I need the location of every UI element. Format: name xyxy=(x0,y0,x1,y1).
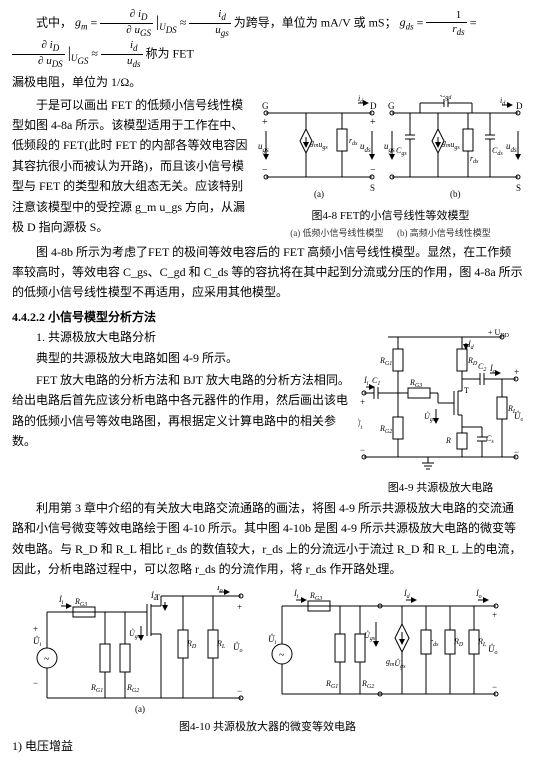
svg-text:D: D xyxy=(370,101,377,111)
eq-pre: 式中， xyxy=(36,15,72,29)
paragraph-2: 图 4-8b 所示为考虑了FET 的极间等效电容后的 FET 高频小信号线性模型… xyxy=(12,242,523,303)
svg-text:RG1: RG1 xyxy=(379,356,392,367)
svg-text:Ůgs: Ůgs xyxy=(129,628,141,640)
svg-text:RG2: RG2 xyxy=(379,424,392,435)
svg-text:İi: İi xyxy=(363,376,369,387)
svg-text:RG2: RG2 xyxy=(361,679,374,690)
svg-text:~: ~ xyxy=(44,654,50,665)
fig-4-9-caption: 图4-9 共源极放大电路 xyxy=(358,479,523,498)
eq-after1: 为跨导，单位为 mA/V 或 mS； xyxy=(234,15,397,29)
svg-text:Ůgs: Ůgs xyxy=(364,630,376,642)
svg-text:Cgs: Cgs xyxy=(396,146,407,157)
svg-text:(a): (a) xyxy=(135,704,145,714)
fig-4-8-sub-a: (a) 低频小信号线性模型 xyxy=(290,228,383,238)
paragraph-4: 利用第 3 章中介绍的有关放大电路交流通路的画法，将图 4-9 所示共源极放大电… xyxy=(12,498,523,580)
svg-text:R: R xyxy=(445,436,451,445)
svg-text:−: − xyxy=(514,447,519,457)
section-4422-title: 4.4.2.2 小信号模型分析方法 xyxy=(12,307,523,327)
svg-text:Ůgs: Ůgs xyxy=(424,411,436,423)
svg-text:Ůo: Ůo xyxy=(233,642,243,654)
eq-after2: 称为 FET xyxy=(146,46,194,60)
figure-4-9: + UDD RG1 RD C2 RL Ůo + − İo İd xyxy=(358,327,523,498)
fig-4-8-caption: 图4-8 FET的小信号线性等效模型 xyxy=(258,207,523,226)
svg-text:+: + xyxy=(514,367,519,377)
svg-text:İd: İd xyxy=(467,340,475,351)
svg-text:Ůi: Ůi xyxy=(268,634,277,646)
svg-text:Ůi: Ůi xyxy=(358,419,363,431)
svg-text:+: + xyxy=(370,117,376,128)
svg-text:İi: İi xyxy=(293,589,299,600)
svg-text:RL: RL xyxy=(216,639,226,650)
svg-text:RG1: RG1 xyxy=(90,683,103,694)
svg-text:RG3: RG3 xyxy=(409,378,422,389)
svg-text:+: + xyxy=(262,117,268,128)
equation-paragraph: 式中， gm = ∂ iD ∂ uGS |UDS ≈ id ugs 为跨导，单位… xyxy=(12,8,523,70)
svg-text:(a): (a) xyxy=(314,189,324,199)
svg-text:Ůo: Ůo xyxy=(514,411,523,423)
fig-4-9-svg: + UDD RG1 RD C2 RL Ůo + − İo İd xyxy=(358,327,523,477)
svg-text:İi: İi xyxy=(58,595,64,606)
figure-4-8: G ugs + − S gmugs rds xyxy=(258,95,523,242)
svg-text:RG3: RG3 xyxy=(74,597,87,608)
svg-text:gmŮgs: gmŮgs xyxy=(386,657,406,670)
svg-text:+: + xyxy=(360,397,365,407)
svg-text:İd: İd xyxy=(403,589,411,600)
svg-text:−: − xyxy=(33,678,38,688)
svg-text:İo: İo xyxy=(475,589,482,600)
svg-text:~: ~ xyxy=(279,650,285,661)
svg-text:RG3: RG3 xyxy=(309,591,322,602)
svg-text:Ůi: Ůi xyxy=(33,636,42,648)
svg-text:G: G xyxy=(262,101,269,111)
svg-text:+: + xyxy=(33,624,38,634)
svg-text:+: + xyxy=(492,610,497,620)
svg-text:rds: rds xyxy=(349,136,358,147)
svg-text:G: G xyxy=(388,101,395,111)
fig-4-8-svg: G ugs + − S gmugs rds xyxy=(258,95,523,205)
svg-text:S: S xyxy=(516,183,521,193)
svg-text:(b): (b) xyxy=(450,189,461,199)
svg-text:gmugs: gmugs xyxy=(442,138,460,151)
svg-text:rds: rds xyxy=(470,154,479,165)
fig-4-10a-svg: ~ Ůi + − İi RG3 RG1 RG2 xyxy=(33,586,248,716)
svg-text:uds: uds xyxy=(506,141,517,154)
svg-text:RL: RL xyxy=(477,637,487,648)
svg-text:−: − xyxy=(237,686,242,696)
figure-4-10: ~ Ůi + − İi RG3 RG1 RG2 xyxy=(12,586,523,716)
svg-text:−: − xyxy=(492,682,497,692)
svg-text:C1: C1 xyxy=(372,376,380,387)
fig-4-10-caption: 图4-10 共源极放大器的微变等效电路 xyxy=(12,718,523,737)
svg-text:S: S xyxy=(370,183,375,193)
equation-line2: 漏极电阻，单位为 1/Ω。 xyxy=(12,72,523,92)
svg-text:Cgd: Cgd xyxy=(440,95,452,101)
svg-text:gmugs: gmugs xyxy=(310,138,328,151)
svg-text:Cs: Cs xyxy=(486,434,494,445)
svg-text:RD: RD xyxy=(467,356,478,367)
fig-4-10b-svg: ~ Ůi İi RG3 RG1 RG2 Ůgs xyxy=(268,586,503,716)
svg-text:ugs: ugs xyxy=(384,141,395,154)
footer-text: 1) 电压增益 xyxy=(12,736,523,756)
svg-text:uds: uds xyxy=(360,141,371,154)
svg-text:RG1: RG1 xyxy=(325,679,338,690)
svg-text:−: − xyxy=(262,165,268,176)
svg-text:RG2: RG2 xyxy=(126,683,139,694)
svg-text:Ůo: Ůo xyxy=(488,644,498,656)
svg-text:ugs: ugs xyxy=(258,141,269,154)
fig-4-8-sub-b: (b) 高频小信号线性模型 xyxy=(397,228,491,238)
svg-text:İo: İo xyxy=(216,586,223,594)
svg-text:T: T xyxy=(464,386,469,395)
svg-text:−: − xyxy=(370,165,376,176)
svg-text:−: − xyxy=(360,445,365,455)
svg-text:Cds: Cds xyxy=(492,146,503,157)
svg-text:C2: C2 xyxy=(478,362,486,373)
svg-text:D: D xyxy=(516,101,523,111)
svg-text:+: + xyxy=(237,602,242,612)
